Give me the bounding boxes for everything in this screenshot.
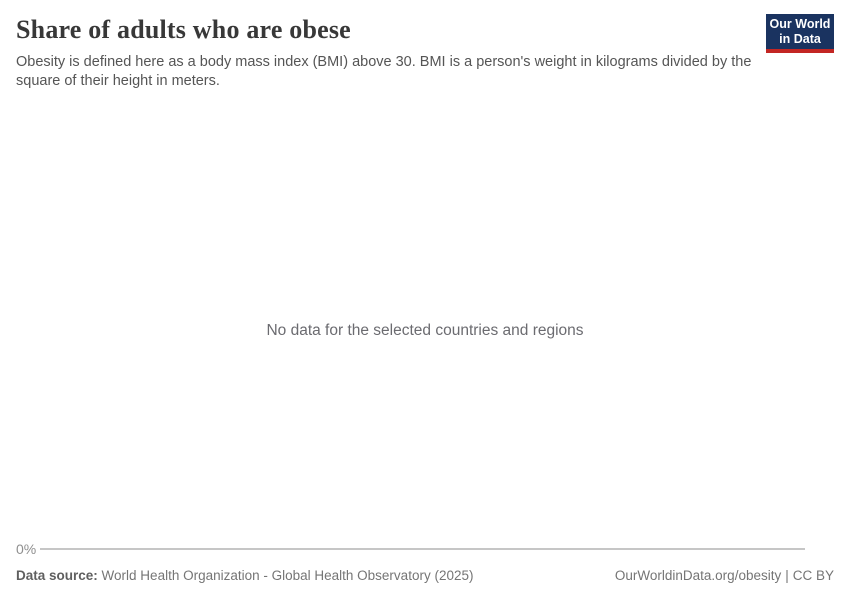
- footer-links: OurWorldinData.org/obesity | CC BY: [615, 567, 834, 584]
- data-source-label: Data source:: [16, 568, 98, 583]
- x-axis-line: [40, 548, 805, 550]
- chart-subtitle: Obesity is defined here as a body mass i…: [16, 54, 752, 89]
- chart-title: Share of adults who are obese: [16, 15, 351, 44]
- cc-by-license-link[interactable]: CC BY: [792, 568, 834, 583]
- chart-footer: Data source: World Health Organization -…: [16, 567, 834, 584]
- data-source-value[interactable]: World Health Organization - Global Healt…: [101, 568, 474, 583]
- chart-header: Share of adults who are obese Obesity is…: [16, 16, 834, 90]
- owid-logo-line1: Our World: [769, 17, 831, 31]
- owid-logo[interactable]: Our World in Data: [766, 14, 834, 53]
- owid-url-link[interactable]: OurWorldinData.org/obesity: [614, 568, 782, 583]
- data-source-note: Data source: World Health Organization -…: [16, 567, 473, 584]
- footer-separator: |: [785, 568, 789, 583]
- y-axis-zero-tick-label: 0%: [16, 541, 37, 557]
- no-data-message: No data for the selected countries and r…: [266, 322, 584, 339]
- plot-area: No data for the selected countries and r…: [0, 100, 850, 550]
- owid-logo-line2: in Data: [779, 32, 821, 46]
